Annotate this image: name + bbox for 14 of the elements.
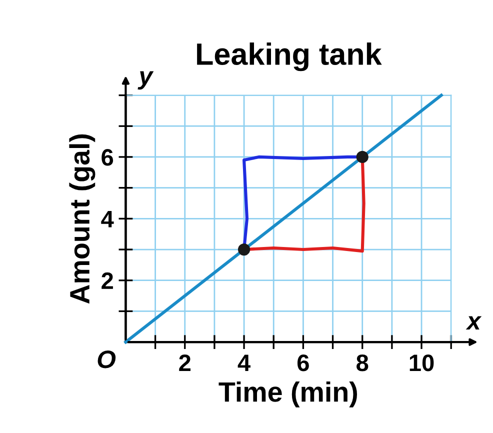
x-tick-label: 10: [410, 354, 434, 372]
y-tick-label: 4: [101, 210, 114, 228]
x-tick-label: 4: [238, 354, 250, 371]
text: y: [138, 71, 154, 90]
x-tick-label: 2: [179, 354, 190, 371]
annotation: O: [98, 350, 116, 368]
y-tick-label: 6: [102, 149, 114, 166]
text: x: [466, 316, 482, 330]
x-tick-label: 8: [356, 354, 368, 372]
x-tick-label: 6: [297, 354, 309, 372]
y-tick-label: 2: [102, 272, 113, 289]
y-axis-title: Amount (gal): [69, 134, 96, 304]
chart-title: Leaking tank: [197, 42, 382, 72]
x-axis-title: Time (min): [218, 381, 357, 408]
